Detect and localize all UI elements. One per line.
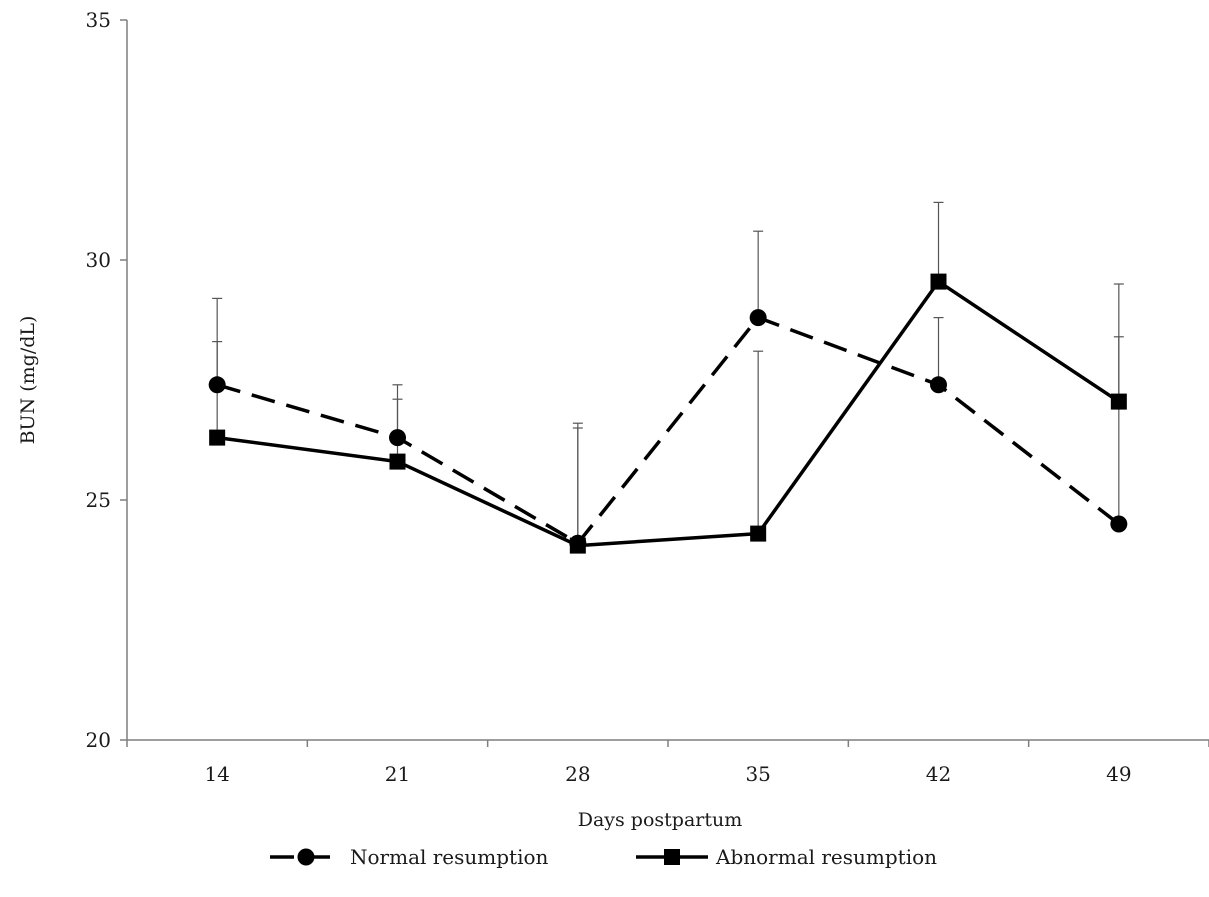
y-tick-label: 25 xyxy=(86,488,111,512)
legend-abnormal-resumption-label: Abnormal resumption xyxy=(715,845,937,869)
x-tick-label: 49 xyxy=(1106,762,1131,786)
series-markers xyxy=(208,273,1128,554)
abnormal-resumption-point xyxy=(389,453,406,470)
abnormal-resumption-point xyxy=(1110,393,1127,410)
y-tick-label: 30 xyxy=(86,248,111,272)
legend-normal-resumption-marker xyxy=(297,848,315,866)
axes: 20 25 30 35 14 21 28 35 42 49 xyxy=(86,8,1209,786)
x-tick-label: 35 xyxy=(745,762,770,786)
normal-resumption-point xyxy=(930,376,947,394)
error-bars xyxy=(212,201,1124,546)
x-tick-label: 42 xyxy=(926,762,951,786)
y-tick-label: 20 xyxy=(86,728,111,752)
normal-resumption-point xyxy=(1110,515,1128,533)
abnormal-resumption-point xyxy=(750,525,767,542)
normal-resumption-point xyxy=(389,429,406,447)
normal-resumption-point xyxy=(208,376,226,394)
x-tick-label: 14 xyxy=(204,762,229,786)
abnormal-resumption-point xyxy=(569,537,586,554)
legend-normal-resumption-label: Normal resumption xyxy=(350,845,549,869)
x-axis-title: Days postpartum xyxy=(578,809,743,831)
abnormal-resumption-point xyxy=(930,273,947,290)
x-tick-label: 28 xyxy=(565,762,590,786)
legend-abnormal-resumption-marker xyxy=(664,849,680,865)
legend: Normal resumption Abnormal resumption xyxy=(270,845,937,869)
normal-resumption-point xyxy=(749,309,767,327)
x-tick-label: 21 xyxy=(385,762,410,786)
y-axis-title: BUN (mg/dL) xyxy=(17,316,39,445)
abnormal-resumption-point xyxy=(209,429,226,446)
y-tick-label: 35 xyxy=(86,8,111,32)
abnormal-resumption-line xyxy=(216,279,1120,548)
normal-resumption-line xyxy=(216,315,1120,545)
series-lines xyxy=(216,279,1120,548)
